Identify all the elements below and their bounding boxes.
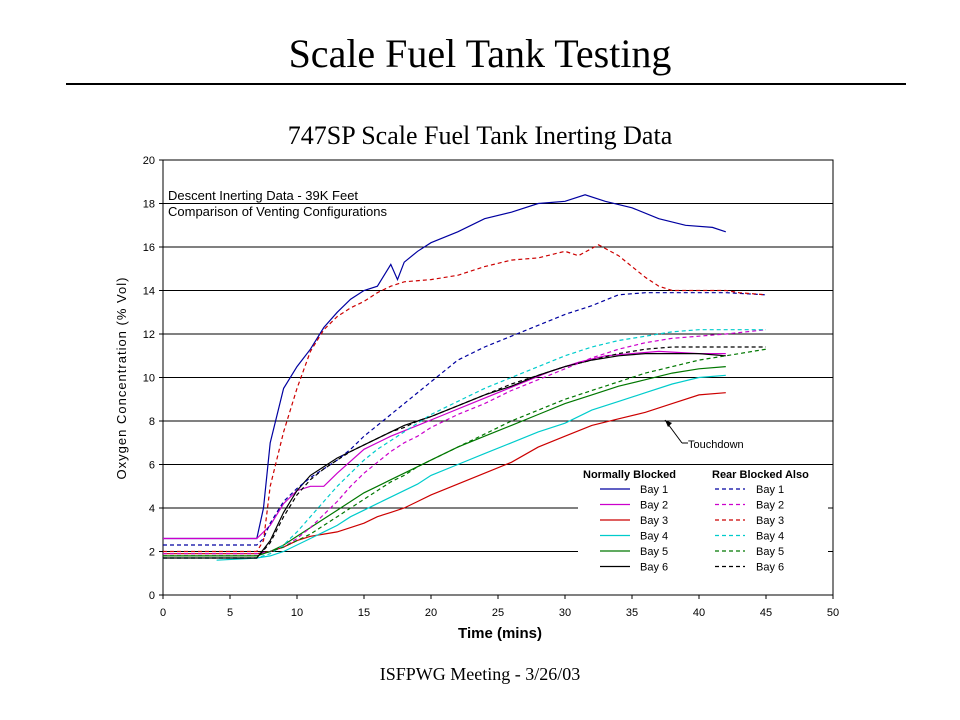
y-ticks: 0 2 4 6 8 10 12 14 16 18 20 bbox=[143, 155, 163, 602]
series-line-normal-bay-3 bbox=[163, 392, 726, 555]
x-tick-label-4: 20 bbox=[425, 607, 437, 619]
series-line-rear-blocked-bay-1 bbox=[163, 292, 767, 546]
y-tick-label-5: 10 bbox=[143, 373, 155, 385]
series-line-normal-bay-1 bbox=[163, 194, 726, 540]
chart-title: 747SP Scale Fuel Tank Inerting Data bbox=[287, 121, 673, 150]
x-axis-title: Time (mins) bbox=[458, 625, 542, 642]
series-line-normal-bay-4 bbox=[216, 374, 726, 561]
series-line-rear-blocked-bay-5 bbox=[163, 348, 767, 557]
y-tick-label-1: 2 bbox=[149, 547, 155, 559]
legend-box bbox=[578, 466, 828, 590]
legend-header-normal: Normally Blocked bbox=[583, 469, 676, 481]
x-tick-label-6: 30 bbox=[559, 607, 571, 619]
legend: Normally Blocked Rear Blocked Also Bay 1… bbox=[578, 466, 828, 590]
y-tick-label-0: 0 bbox=[149, 590, 155, 602]
x-tick-label-8: 40 bbox=[693, 607, 705, 619]
y-axis-title: Oxygen Concentration (% Vol) bbox=[114, 277, 129, 480]
x-tick-label-5: 25 bbox=[492, 607, 504, 619]
annotation-line-1: Descent Inerting Data - 39K Feet bbox=[168, 188, 358, 203]
y-tick-label-6: 12 bbox=[143, 329, 155, 341]
x-tick-label-7: 35 bbox=[626, 607, 638, 619]
series-line-rear-blocked-bay-4 bbox=[163, 329, 766, 559]
legend-rows: Bay 1 Bay 1 Bay 2 Bay 2 Bay 3 Bay 3 Bay 4 Bay 4… bbox=[600, 484, 784, 574]
legend-label-normal-bay-2: Bay 2 bbox=[640, 500, 668, 512]
legend-label-rear-bay-5: Bay 5 bbox=[756, 546, 784, 558]
x-tick-label-9: 45 bbox=[760, 607, 772, 619]
legend-label-rear-bay-4: Bay 4 bbox=[756, 531, 784, 543]
x-tick-label-2: 10 bbox=[291, 607, 303, 619]
legend-label-rear-bay-3: Bay 3 bbox=[756, 515, 784, 527]
series-line-normal-bay-5 bbox=[163, 366, 726, 557]
y-tick-label-4: 8 bbox=[149, 416, 155, 428]
legend-header-rear: Rear Blocked Also bbox=[712, 469, 809, 481]
y-tick-label-7: 14 bbox=[143, 286, 155, 298]
x-tick-label-0: 0 bbox=[160, 607, 166, 619]
legend-label-rear-bay-2: Bay 2 bbox=[756, 500, 784, 512]
y-tick-label-2: 4 bbox=[149, 503, 155, 515]
x-tick-label-10: 50 bbox=[827, 607, 839, 619]
legend-label-normal-bay-4: Bay 4 bbox=[640, 531, 668, 543]
slide-title: Scale Fuel Tank Testing bbox=[288, 31, 672, 76]
annotation-line-2: Comparison of Venting Configurations bbox=[168, 204, 387, 219]
legend-label-normal-bay-3: Bay 3 bbox=[640, 515, 668, 527]
touchdown-label: Touchdown bbox=[688, 439, 744, 451]
series-line-rear-blocked-bay-6 bbox=[163, 346, 766, 559]
legend-label-normal-bay-5: Bay 5 bbox=[640, 546, 668, 558]
touchdown-arrowhead bbox=[665, 420, 672, 427]
footer-text: ISFPWG Meeting - 3/26/03 bbox=[379, 664, 581, 684]
series-line-rear-blocked-bay-2 bbox=[163, 329, 767, 555]
y-tick-label-10: 20 bbox=[143, 155, 155, 167]
legend-label-rear-bay-6: Bay 6 bbox=[756, 562, 784, 574]
touchdown-callout: Touchdown bbox=[664, 419, 744, 451]
y-tick-label-3: 6 bbox=[149, 460, 155, 472]
y-tick-label-8: 16 bbox=[143, 242, 155, 254]
legend-label-rear-bay-1: Bay 1 bbox=[756, 484, 784, 496]
legend-label-normal-bay-6: Bay 6 bbox=[640, 562, 668, 574]
title-divider bbox=[66, 83, 906, 85]
series-layer bbox=[163, 194, 767, 561]
series-line-rear-blocked-bay-3 bbox=[163, 244, 767, 553]
x-ticks: 0 5 10 15 20 25 30 35 40 45 50 bbox=[160, 595, 839, 619]
grid-lines bbox=[163, 203, 833, 552]
y-tick-label-9: 18 bbox=[143, 199, 155, 211]
legend-label-normal-bay-1: Bay 1 bbox=[640, 484, 668, 496]
x-tick-label-1: 5 bbox=[227, 607, 233, 619]
x-tick-label-3: 15 bbox=[358, 607, 370, 619]
series-line-normal-bay-6 bbox=[163, 353, 726, 559]
series-line-normal-bay-2 bbox=[163, 350, 726, 540]
